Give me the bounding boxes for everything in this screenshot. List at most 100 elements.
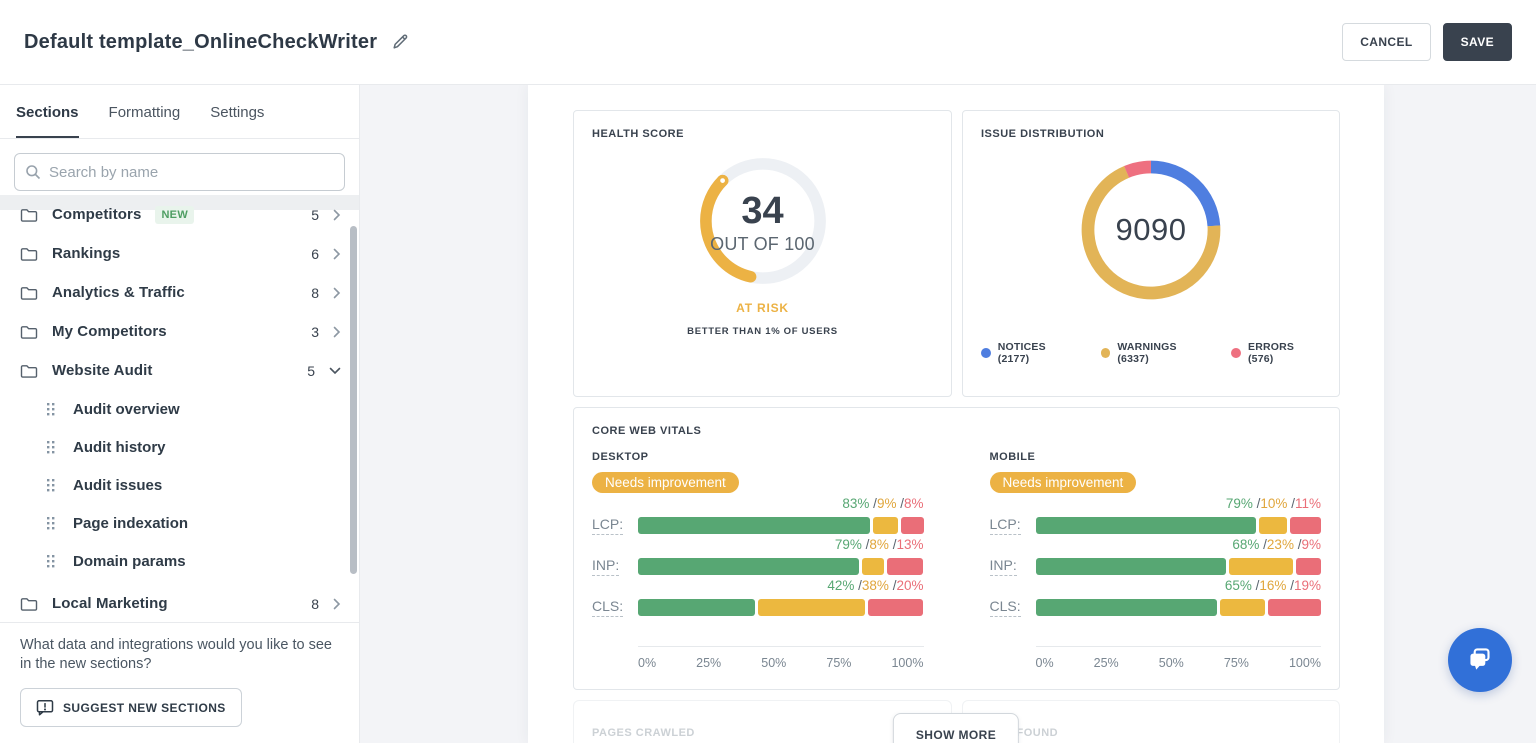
issue-distribution-donut: 9090 (1076, 155, 1226, 305)
legend-item-notices: NOTICES (2177) (981, 341, 1079, 365)
folder-icon (20, 596, 38, 612)
new-badge: NEW (155, 205, 195, 224)
metric-label-cls: CLS: (989, 598, 1021, 617)
drag-handle-icon[interactable] (47, 478, 56, 492)
sidebar-subitem-label: Audit history (73, 438, 166, 456)
sidebar-item-competitors[interactable]: Competitors NEW 5 (0, 195, 359, 234)
metric-label-inp: INP: (592, 557, 620, 576)
cwv-group-name: MOBILE (989, 451, 1036, 463)
sidebar-subitem-domain-params[interactable]: Domain params (0, 542, 359, 580)
cwv-row-inp: INP: 68% /23% /9% (989, 537, 1321, 576)
card-title: URLS FOUND (981, 727, 1059, 739)
save-button[interactable]: SAVE (1442, 23, 1512, 61)
suggest-new-sections-button[interactable]: SUGGEST NEW SECTIONS (20, 688, 242, 727)
card-title: ISSUE DISTRIBUTION (981, 128, 1105, 140)
stacked-bar (1035, 517, 1321, 534)
sidebar-item-label: Competitors (52, 206, 142, 223)
section-list: Competitors NEW 5 Rankings 6 Analytics &… (0, 195, 359, 622)
sidebar-item-local-marketing[interactable]: Local Marketing 8 (0, 584, 359, 622)
search-input[interactable] (49, 163, 334, 181)
sidebar-tabs: Sections Formatting Settings (0, 85, 359, 139)
metric-label-lcp: LCP: (592, 516, 624, 535)
chevron-right-icon[interactable] (333, 287, 341, 299)
chevron-right-icon[interactable] (333, 598, 341, 610)
card-title: PAGES CRAWLED (592, 727, 695, 739)
chat-icon (1463, 643, 1497, 677)
sidebar-item-my-competitors[interactable]: My Competitors 3 (0, 312, 359, 351)
item-count: 5 (311, 206, 319, 223)
chevron-right-icon[interactable] (333, 248, 341, 260)
edit-title-icon[interactable] (391, 33, 409, 51)
folder-icon (20, 246, 38, 262)
legend-item-warnings: WARNINGS (6337) (1100, 341, 1210, 365)
chevron-right-icon[interactable] (333, 326, 341, 338)
tab-settings[interactable]: Settings (210, 104, 265, 121)
cwv-percentages: 79% /10% /11% (1225, 496, 1321, 511)
chevron-down-icon[interactable] (329, 367, 341, 375)
sidebar-scrollbar[interactable] (350, 226, 357, 574)
metric-label-inp: INP: (989, 557, 1017, 576)
cwv-mobile-column: MOBILE Needs improvement LCP: 79% /10% /… (989, 451, 1321, 670)
legend-item-errors: ERRORS (576) (1231, 341, 1321, 365)
gauge-marker (716, 174, 728, 187)
cwv-row-cls: CLS: 42% /38% /20% (592, 578, 924, 617)
drag-handle-icon[interactable] (47, 440, 56, 454)
issue-distribution-card: ISSUE DISTRIBUTION 9090 NOTICES (2177) W… (962, 110, 1340, 397)
chat-widget-button[interactable] (1448, 628, 1512, 692)
cwv-row-lcp: LCP: 83% /9% /8% (592, 496, 924, 535)
sidebar-item-rankings[interactable]: Rankings 6 (0, 234, 359, 273)
cwv-status-badge: Needs improvement (989, 472, 1137, 493)
health-score-out-of: OUT OF 100 (710, 233, 815, 254)
warnings-dot (1100, 348, 1111, 358)
drag-handle-icon[interactable] (47, 554, 56, 568)
sidebar-item-label: Rankings (52, 245, 121, 262)
item-count: 6 (311, 245, 319, 262)
sidebar: Sections Formatting Settings Competitors… (0, 85, 360, 743)
cwv-group-name: DESKTOP (592, 451, 649, 463)
tab-formatting[interactable]: Formatting (108, 104, 181, 121)
suggest-button-label: SUGGEST NEW SECTIONS (63, 700, 226, 715)
cwv-row-inp: INP: 79% /8% /13% (592, 537, 924, 576)
item-count: 8 (311, 284, 319, 301)
stacked-bar (638, 599, 924, 616)
folder-icon (20, 285, 38, 301)
cwv-row-lcp: LCP: 79% /10% /11% (989, 496, 1321, 535)
pages-crawled-card: PAGES CRAWLED (573, 700, 952, 743)
sidebar-item-analytics-traffic[interactable]: Analytics & Traffic 8 (0, 273, 359, 312)
sidebar-item-label: Analytics & Traffic (52, 284, 185, 301)
sidebar-subitem-audit-overview[interactable]: Audit overview (0, 390, 359, 428)
tab-sections[interactable]: Sections (16, 104, 79, 138)
core-web-vitals-card: CORE WEB VITALS DESKTOP Needs improvemen… (573, 407, 1340, 690)
folder-icon (20, 207, 38, 223)
sidebar-subitem-audit-history[interactable]: Audit history (0, 428, 359, 466)
cwv-desktop-column: DESKTOP Needs improvement LCP: 83% /9% /… (592, 451, 924, 670)
item-count: 8 (311, 595, 319, 612)
health-score-status: AT RISK (736, 301, 789, 315)
drag-handle-icon[interactable] (47, 402, 56, 416)
sidebar-item-label: Local Marketing (52, 595, 168, 612)
health-score-gauge: 34 OUT OF 100 (695, 153, 831, 289)
stacked-bar (638, 558, 924, 575)
report-page: HEALTH SCORE 34 OUT OF 100 AT RISK BETTE… (528, 85, 1384, 743)
cwv-status-badge: Needs improvement (592, 472, 739, 493)
stacked-bar (1035, 599, 1321, 616)
top-header: Default template_OnlineCheckWriter CANCE… (0, 0, 1536, 85)
sidebar-subitem-audit-issues[interactable]: Audit issues (0, 466, 359, 504)
sidebar-item-website-audit[interactable]: Website Audit 5 (0, 351, 359, 390)
suggest-prompt-text: What data and integrations would you lik… (20, 636, 332, 673)
health-score-note: BETTER THAN 1% OF USERS (687, 326, 838, 337)
stacked-bar (638, 517, 924, 534)
chevron-right-icon[interactable] (333, 209, 341, 221)
x-axis: 0% 25% 50% 75% 100% (638, 646, 924, 670)
feedback-bubble-icon (36, 699, 54, 716)
sidebar-item-label: My Competitors (52, 323, 167, 340)
cwv-percentages: 65% /16% /19% (1224, 578, 1321, 593)
cancel-button[interactable]: CANCEL (1342, 23, 1431, 61)
sidebar-subitem-page-indexation[interactable]: Page indexation (0, 504, 359, 542)
show-more-button[interactable]: SHOW MORE (892, 713, 1020, 743)
health-score-card: HEALTH SCORE 34 OUT OF 100 AT RISK BETTE… (573, 110, 952, 397)
drag-handle-icon[interactable] (47, 516, 56, 530)
folder-icon (20, 324, 38, 340)
item-count: 3 (311, 323, 319, 340)
issues-total: 9090 (1115, 212, 1187, 247)
